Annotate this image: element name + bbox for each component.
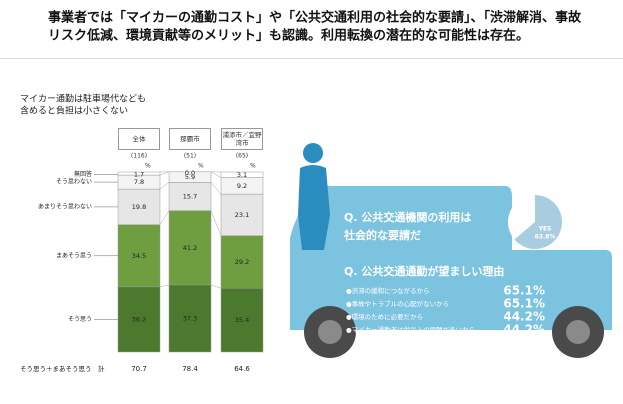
- reason-item: ●環境のために必要だから: [346, 312, 423, 321]
- reason-value: 65.1%: [503, 297, 545, 311]
- value-label: 34.5: [132, 252, 146, 260]
- reason-item: ●渋滞の緩和につながるから: [346, 286, 430, 295]
- connector: [211, 285, 221, 288]
- legend-label: あまりそう思わない: [38, 203, 92, 210]
- reason-item: ●マイカー通勤者は労災上の問題が多いから: [346, 325, 475, 334]
- pie-value: 63.8%: [535, 234, 556, 241]
- question: Q. 公共交通機関の利用は: [344, 210, 471, 224]
- legend-label: 無回答: [74, 170, 92, 178]
- value-label: 7.8: [134, 178, 144, 186]
- category-header: 那覇市: [169, 128, 211, 150]
- unit: %: [145, 163, 151, 170]
- value-label: 0.0: [185, 169, 195, 177]
- value-label: 19.8: [132, 203, 146, 211]
- value-label: 29.2: [235, 258, 249, 266]
- value-label: 36.2: [132, 315, 146, 323]
- connector: [211, 182, 221, 194]
- unit: %: [198, 163, 204, 170]
- wheel-hub: [566, 320, 590, 344]
- wheel-hub: [318, 320, 342, 344]
- legend-label: そう思う: [68, 316, 92, 323]
- separator: [0, 58, 623, 59]
- slide: 事業者では「マイカーの通勤コスト」や「公共交通利用の社会的な要請」、「渋滞解消、…: [0, 0, 623, 404]
- pie-category: YES: [538, 226, 552, 233]
- sum-value: 70.7: [131, 365, 147, 373]
- sample-size: (51): [184, 153, 196, 160]
- sample-size: (116): [131, 153, 147, 160]
- chart-title: 含めると負担は小さくない: [20, 105, 128, 117]
- value-label: 37.3: [183, 314, 197, 322]
- chart-title: マイカー通勤は駐車場代なども: [20, 93, 146, 105]
- page: 事業者では「マイカーの通勤コスト」や「公共交通利用の社会的な要請」、「渋滞解消、…: [0, 0, 623, 404]
- value-label: 3.1: [237, 171, 247, 179]
- sample-size: (65): [236, 153, 248, 160]
- category-header: 全体: [118, 128, 160, 150]
- value-label: 23.1: [235, 211, 249, 219]
- connector: [160, 172, 169, 175]
- value-label: 41.2: [183, 244, 197, 252]
- reason-value: 65.1%: [503, 284, 545, 298]
- connector: [160, 211, 169, 225]
- connector: [211, 211, 221, 236]
- legend-label: まあそう思う: [56, 252, 92, 259]
- person-body: [298, 165, 330, 250]
- connector: [160, 285, 169, 287]
- sum-value: 64.6: [234, 365, 250, 373]
- sum-value: 78.4: [182, 365, 198, 373]
- reason-item: ●事故やトラブルの心配がないから: [346, 299, 449, 308]
- person-head: [303, 143, 323, 163]
- unit: %: [250, 163, 256, 170]
- value-label: 1.7: [134, 171, 144, 179]
- legend-label: そう思わない: [56, 179, 92, 186]
- reason-value: 44.2%: [503, 310, 545, 324]
- value-label: 9.2: [237, 182, 247, 190]
- sum-label: そう思う＋まあそう思う 計: [20, 364, 105, 373]
- category-header: 浦添市／宜野湾市: [221, 128, 263, 150]
- reason-value: 44.2%: [503, 323, 545, 337]
- headline: リスク低減、環境貢献等のメリット」も認識。利用転換の潜在的な可能性は存在。: [48, 28, 529, 44]
- value-label: 35.4: [235, 316, 249, 324]
- value-label: 15.7: [183, 193, 197, 201]
- headline: 事業者では「マイカーの通勤コスト」や「公共交通利用の社会的な要請」、「渋滞解消、…: [48, 10, 582, 26]
- reasons-title: Q. 公共交通通勤が望ましい理由: [344, 264, 504, 278]
- question: 社会的な要請だ: [343, 228, 421, 242]
- connector: [211, 172, 221, 178]
- connector: [160, 182, 169, 189]
